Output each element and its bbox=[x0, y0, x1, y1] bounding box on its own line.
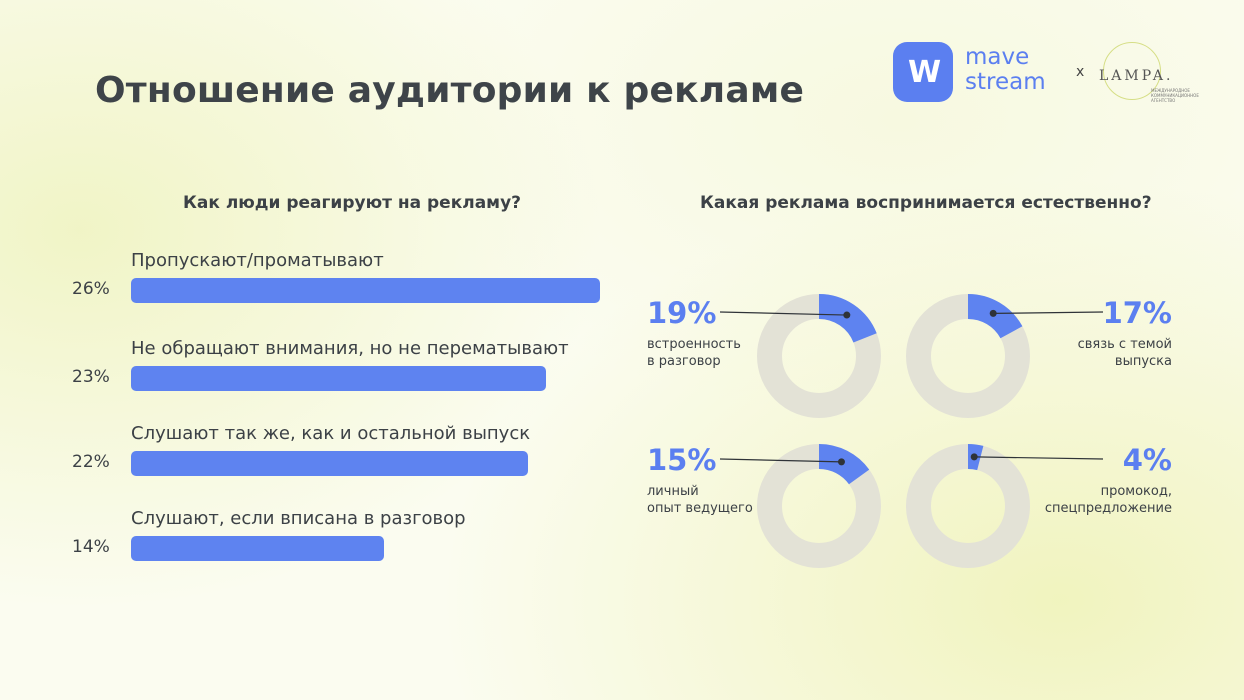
donut-slice bbox=[757, 294, 881, 418]
bar-chart: Пропускают/проматывают 26% Не обращают вни… bbox=[0, 0, 620, 700]
donut-category-line: спецпредложение bbox=[1044, 501, 1172, 516]
donut-track bbox=[906, 444, 1030, 568]
donut-category-line: встроенность bbox=[647, 337, 741, 352]
donut-slice bbox=[906, 444, 1030, 568]
mavestream-logo-icon: W bbox=[893, 42, 953, 102]
donut-category-label: связь с темой выпуска bbox=[1032, 336, 1172, 370]
donut-slice bbox=[757, 444, 881, 568]
bar bbox=[131, 366, 546, 391]
mavestream-wordmark: mave stream bbox=[965, 45, 1085, 95]
donut-category-line: выпуска bbox=[1114, 354, 1172, 369]
bar-value-label: 22% bbox=[72, 452, 110, 472]
leader-line bbox=[974, 456, 1104, 460]
donut-value-label: 17% bbox=[1102, 296, 1172, 330]
leader-dot bbox=[989, 309, 997, 317]
bar-category-label: Слушают так же, как и остальной выпуск bbox=[131, 423, 531, 444]
donut-category-line: личный bbox=[647, 484, 699, 499]
lampa-logo: LAMPA. МЕЖДУНАРОДНОЕ КОММУНИКАЦИОННОЕ АГ… bbox=[1093, 40, 1208, 110]
lampa-circle-icon bbox=[1103, 42, 1161, 100]
bar-chart-title: Как люди реагируют на рекламу? bbox=[183, 193, 522, 213]
leader-line bbox=[719, 311, 847, 316]
donut-category-line: в разговор bbox=[647, 354, 721, 369]
bar bbox=[131, 451, 528, 476]
leader-dot bbox=[843, 311, 851, 319]
donut-value-label: 19% bbox=[647, 296, 717, 330]
donut-category-label: личный опыт ведущего bbox=[647, 483, 753, 517]
bar-category-label: Пропускают/проматывают bbox=[131, 250, 384, 271]
bar-value-label: 26% bbox=[72, 279, 110, 299]
donut-category-label: промокод, спецпредложение bbox=[1032, 483, 1172, 517]
leader-line bbox=[719, 458, 842, 463]
donut-slice bbox=[906, 294, 1030, 418]
donut-category-line: связь с темой bbox=[1077, 337, 1172, 352]
donut-value-label: 15% bbox=[647, 443, 717, 477]
lampa-wordmark: LAMPA. bbox=[1099, 68, 1174, 84]
donut-category-label: встроенность в разговор bbox=[647, 336, 741, 370]
bar-category-label: Слушают, если вписана в разговор bbox=[131, 508, 466, 529]
leader-dot bbox=[837, 458, 845, 466]
bar-value-label: 23% bbox=[72, 367, 110, 387]
leader-dot bbox=[970, 453, 978, 461]
donut-chart-title: Какая реклама воспринимается естественно… bbox=[700, 193, 1152, 213]
bar bbox=[131, 536, 384, 561]
lampa-subtitle: МЕЖДУНАРОДНОЕ КОММУНИКАЦИОННОЕ АГЕНТСТВО bbox=[1151, 88, 1199, 103]
wordmark-line-1: mave bbox=[965, 44, 1030, 70]
donut-category-line: промокод, bbox=[1100, 484, 1172, 499]
wordmark-line-2: stream bbox=[965, 69, 1046, 95]
bar bbox=[131, 278, 600, 303]
collab-separator: x bbox=[1076, 64, 1085, 80]
bar-category-label: Не обращают внимания, но не перематывают bbox=[131, 338, 569, 359]
donut-value-label: 4% bbox=[1122, 443, 1172, 477]
page-title: Отношение аудитории к рекламе bbox=[95, 70, 805, 111]
leader-line bbox=[993, 311, 1104, 314]
bar-value-label: 14% bbox=[72, 537, 110, 557]
donut-category-line: опыт ведущего bbox=[647, 501, 753, 516]
